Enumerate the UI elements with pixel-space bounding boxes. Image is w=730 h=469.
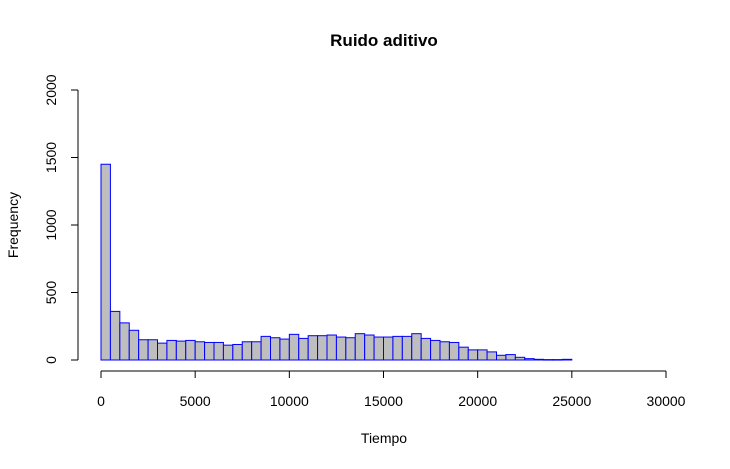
x-tick-label: 10000 bbox=[270, 393, 309, 409]
histogram-bar bbox=[307, 335, 319, 361]
histogram-bar bbox=[251, 341, 262, 361]
histogram-bar bbox=[138, 339, 149, 361]
histogram-bar bbox=[100, 163, 111, 361]
histogram-bar bbox=[185, 339, 196, 361]
histogram-bar bbox=[543, 359, 554, 361]
x-axis: 0 5000 10000 15000 20000 25000 30000 bbox=[97, 370, 686, 409]
histogram-bar bbox=[204, 341, 215, 361]
histogram-bar bbox=[175, 340, 187, 361]
x-axis-label: Tiempo bbox=[361, 430, 407, 446]
histogram-bar bbox=[420, 337, 432, 361]
histogram-bar bbox=[411, 333, 422, 361]
histogram-bar bbox=[514, 356, 526, 361]
histogram-bar bbox=[477, 349, 488, 361]
histogram-bar bbox=[383, 336, 394, 361]
histogram-bar bbox=[194, 341, 206, 361]
histogram-bar bbox=[448, 341, 460, 361]
y-tick-label: 1500 bbox=[43, 142, 59, 173]
histogram-bar bbox=[486, 351, 498, 361]
x-tick-label: 5000 bbox=[180, 393, 211, 409]
histogram-bar bbox=[430, 339, 441, 361]
histogram-bar bbox=[270, 337, 281, 361]
histogram-bar bbox=[392, 335, 403, 361]
histogram-bar bbox=[354, 333, 366, 361]
histogram-bar bbox=[401, 335, 413, 361]
histogram-bar bbox=[326, 334, 337, 361]
histogram-bar bbox=[128, 329, 140, 361]
histogram-bar bbox=[533, 358, 545, 361]
histogram-bar bbox=[157, 342, 168, 361]
histogram-bar bbox=[222, 344, 234, 361]
y-tick-label: 0 bbox=[43, 356, 59, 364]
histogram-bar bbox=[496, 354, 507, 361]
bars bbox=[100, 163, 573, 361]
x-tick-label: 0 bbox=[97, 393, 105, 409]
histogram-bar bbox=[166, 339, 177, 361]
histogram-bar bbox=[317, 335, 328, 361]
histogram-bar bbox=[458, 346, 469, 361]
histogram-bar bbox=[232, 343, 243, 361]
histogram-bar bbox=[279, 338, 290, 361]
y-tick-label: 2000 bbox=[43, 74, 59, 105]
histogram-bar bbox=[439, 341, 450, 361]
histogram-bar bbox=[298, 337, 309, 361]
histogram-bar bbox=[241, 341, 253, 361]
y-tick-label: 500 bbox=[43, 281, 59, 305]
histogram-bar bbox=[288, 333, 300, 361]
histogram-bar bbox=[260, 335, 272, 361]
histogram-bar bbox=[213, 341, 224, 361]
histogram-bar bbox=[335, 336, 347, 361]
y-axis-label: Frequency bbox=[5, 192, 21, 258]
x-tick-label: 30000 bbox=[647, 393, 686, 409]
histogram-bar bbox=[505, 354, 516, 361]
x-tick-label: 25000 bbox=[552, 393, 591, 409]
y-tick-label: 1000 bbox=[43, 209, 59, 240]
histogram-bar bbox=[524, 358, 535, 361]
y-axis: 0 500 1000 1500 2000 bbox=[43, 74, 79, 364]
histogram-bar bbox=[119, 322, 130, 361]
histogram-bar bbox=[147, 339, 158, 361]
histogram-bar bbox=[561, 358, 573, 361]
histogram-bar bbox=[467, 349, 479, 361]
histogram-bar bbox=[345, 337, 356, 361]
histogram-bar bbox=[373, 336, 385, 361]
histogram-bar bbox=[364, 334, 375, 361]
x-tick-label: 20000 bbox=[458, 393, 497, 409]
histogram-bar bbox=[552, 359, 563, 361]
x-tick-label: 15000 bbox=[364, 393, 403, 409]
histogram-bar bbox=[109, 310, 121, 361]
chart-title: Ruido aditivo bbox=[330, 31, 438, 50]
